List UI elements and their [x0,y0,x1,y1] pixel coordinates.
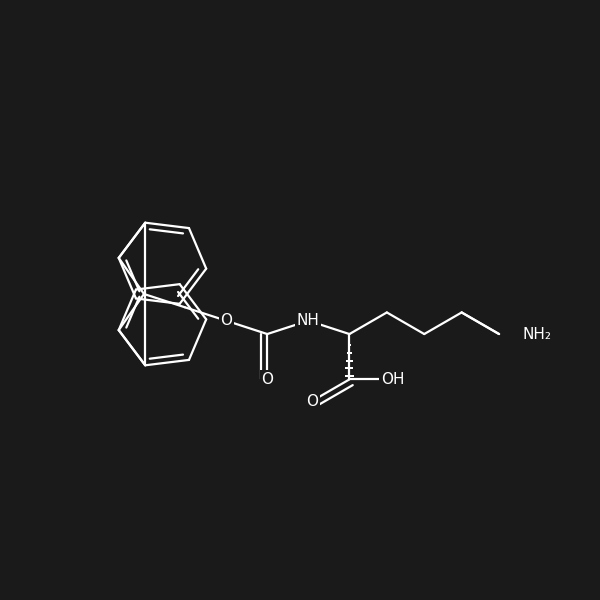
Text: NH₂: NH₂ [523,326,552,341]
Text: O: O [261,372,273,387]
Text: OH: OH [381,372,404,387]
Text: O: O [306,394,318,409]
Text: NH: NH [297,313,320,328]
Text: O: O [220,313,232,328]
